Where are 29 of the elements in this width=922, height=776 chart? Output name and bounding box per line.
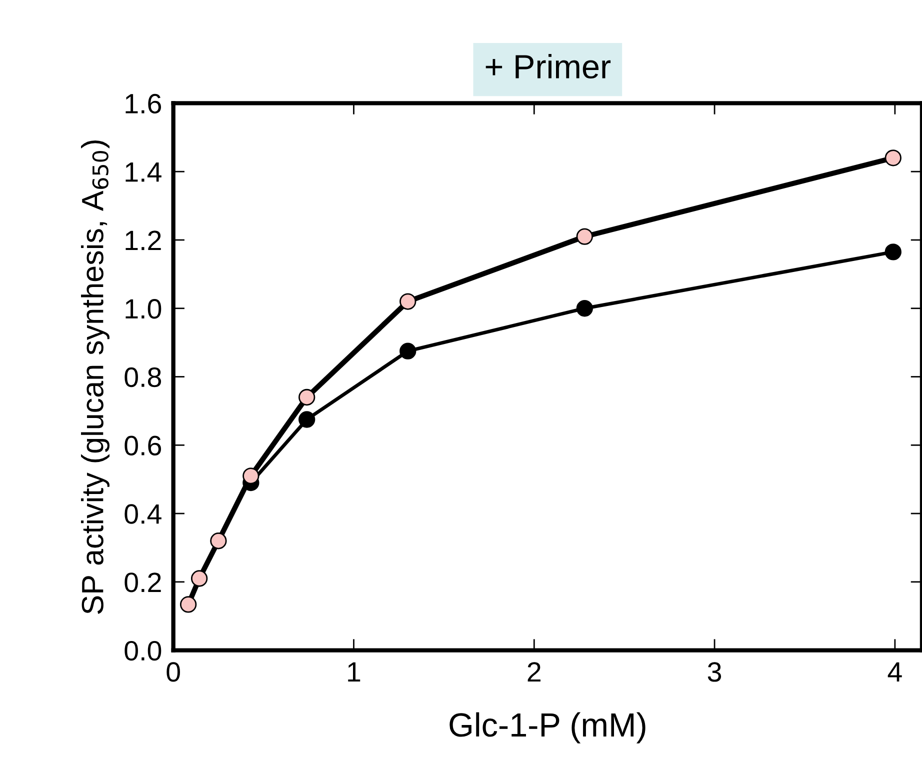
y-tick-label: 0.6 <box>124 436 162 456</box>
point <box>190 570 208 587</box>
point <box>242 468 260 484</box>
point <box>400 342 416 360</box>
x-tick-label: 1 <box>348 662 360 682</box>
point <box>400 293 416 310</box>
point <box>298 411 316 428</box>
point <box>884 244 902 260</box>
y-tick-label: 0.8 <box>124 367 162 388</box>
y-tick-label: 0.4 <box>124 504 162 524</box>
point <box>576 228 593 245</box>
x-tick-label: 3 <box>708 662 722 682</box>
chart-title: + Primer <box>486 54 611 79</box>
y-tick-label: 1.4 <box>126 162 162 182</box>
point <box>180 596 197 613</box>
x-tick-label: 2 <box>528 662 540 682</box>
y-tick-label: 1.6 <box>126 94 162 114</box>
point <box>210 532 227 550</box>
x-tick-label: 4 <box>888 662 902 682</box>
y-tick-label: 1.0 <box>126 299 162 319</box>
point <box>884 150 902 166</box>
y-tick-label: 1.2 <box>126 230 161 250</box>
point <box>576 300 593 317</box>
x-axis-title: Glc-1-P (mM) <box>450 712 646 744</box>
y-tick-label: 0.2 <box>124 572 161 592</box>
x-tick-label: 0 <box>166 662 180 682</box>
y-tick-label: 0.0 <box>124 640 162 661</box>
point <box>298 388 316 406</box>
y-axis-title: SP activity (glucan synthesis, A$_{650}$) <box>81 140 110 614</box>
